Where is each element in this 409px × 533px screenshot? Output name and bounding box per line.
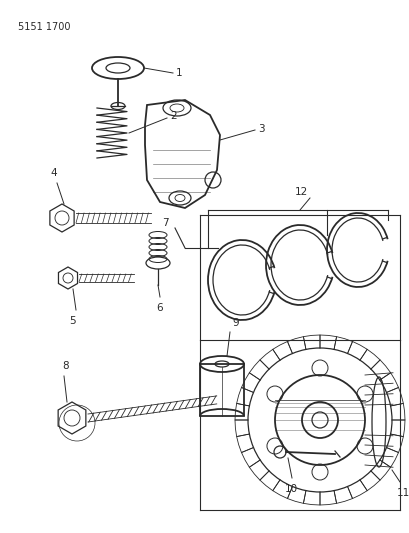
Text: 3: 3: [257, 124, 264, 134]
Text: 10: 10: [284, 484, 297, 494]
Text: 5: 5: [70, 316, 76, 326]
Text: 7: 7: [162, 218, 168, 228]
Text: 4: 4: [51, 168, 57, 178]
Text: 6: 6: [156, 303, 163, 313]
Text: 11: 11: [396, 488, 409, 498]
Text: 12: 12: [294, 187, 308, 197]
Text: 9: 9: [231, 318, 238, 328]
Text: 8: 8: [63, 361, 69, 371]
Text: 5151 1700: 5151 1700: [18, 22, 70, 32]
Bar: [200, 364, 243, 416]
Text: 1: 1: [175, 68, 182, 78]
Text: 2: 2: [170, 111, 176, 121]
